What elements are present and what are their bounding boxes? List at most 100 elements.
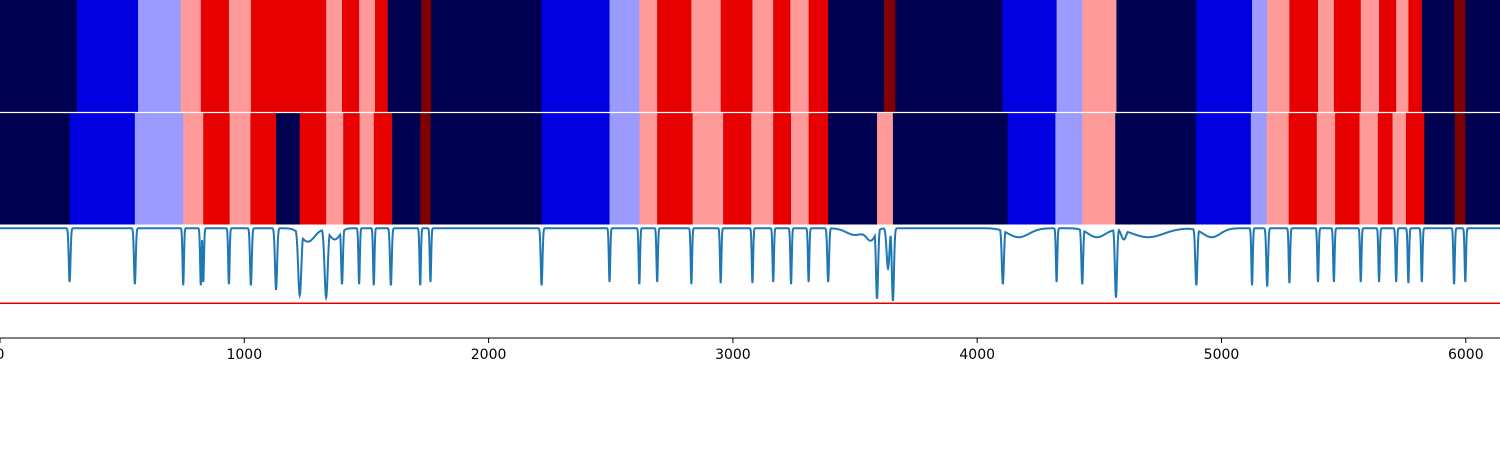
x-tick-label: 0	[0, 347, 4, 363]
segment-pink	[326, 113, 344, 225]
segment-lavender	[1055, 113, 1083, 225]
segment-navy	[1421, 0, 1455, 112]
segment-pink	[751, 113, 774, 225]
segment-red	[1405, 113, 1425, 225]
segment-blue	[541, 113, 611, 225]
segment-pink	[359, 0, 376, 112]
segment-navy	[1424, 113, 1456, 225]
x-tick-label: 3000	[715, 347, 751, 363]
segment-red	[657, 0, 692, 112]
segment-red	[1335, 113, 1361, 225]
segment-red	[723, 113, 752, 225]
segment-pink	[1267, 0, 1291, 112]
segment-red	[343, 113, 361, 225]
segment-pink	[639, 0, 658, 112]
segment-navy	[0, 113, 71, 225]
segment-darkred	[883, 0, 896, 112]
line-panel	[0, 227, 1500, 305]
segment-navy	[276, 113, 301, 225]
segment-pink	[1396, 0, 1409, 112]
segment-red	[773, 0, 791, 112]
segment-pink	[1392, 113, 1407, 225]
segment-blue	[1007, 113, 1056, 225]
segment-lavender	[1056, 0, 1083, 112]
segment-blue	[76, 0, 139, 112]
segment-pink	[229, 113, 252, 225]
segment-navy	[430, 113, 543, 225]
segment-pink	[183, 113, 204, 225]
segment-pink	[1318, 0, 1335, 112]
segment-lavender	[1250, 113, 1268, 225]
segment-red	[1379, 0, 1397, 112]
segment-navy	[387, 0, 423, 112]
segment-blue	[541, 0, 611, 112]
segment-darkred	[421, 0, 432, 112]
segment-darkred	[1454, 113, 1466, 225]
segment-pink	[180, 0, 202, 112]
segment-red	[657, 113, 694, 225]
segment-red	[808, 0, 829, 112]
segment-red	[808, 113, 829, 225]
segment-pink	[1316, 113, 1336, 225]
segment-blue	[1196, 0, 1253, 112]
segment-lavender	[1252, 0, 1268, 112]
x-tick-label: 5000	[1204, 347, 1240, 363]
segment-navy	[1116, 0, 1197, 112]
segment-lavender	[609, 0, 640, 112]
segment-navy	[392, 113, 421, 225]
segment-red	[375, 0, 389, 112]
segment-pink	[1360, 0, 1380, 112]
segment-red	[1289, 0, 1319, 112]
segment-lavender	[134, 113, 184, 225]
segment-red	[1288, 113, 1318, 225]
segment-navy	[431, 0, 542, 112]
segment-red	[250, 0, 327, 112]
segment-navy	[1465, 0, 1500, 112]
segment-red	[200, 0, 230, 112]
segment-navy	[1465, 113, 1500, 225]
x-tick-label: 1000	[226, 347, 262, 363]
segment-red	[342, 0, 360, 112]
segment-pink	[692, 113, 724, 225]
segment-red	[1377, 113, 1394, 225]
x-tick-label: 2000	[471, 347, 507, 363]
segment-pink	[791, 113, 810, 225]
x-tick-label: 6000	[1448, 347, 1484, 363]
segment-red	[720, 0, 754, 112]
segment-row-1	[0, 0, 1500, 112]
segment-pink	[326, 0, 343, 112]
segment-pink	[790, 0, 810, 112]
segment-blue	[1002, 0, 1058, 112]
segment-red	[773, 113, 792, 225]
segment-navy	[828, 0, 885, 112]
segment-pink	[1266, 113, 1290, 225]
segment-navy	[892, 113, 1009, 225]
x-tick-label: 4000	[959, 347, 995, 363]
segment-red	[1333, 0, 1362, 112]
segment-navy	[1115, 113, 1197, 225]
segment-blue	[1195, 113, 1252, 225]
segment-lavender	[609, 113, 641, 225]
x-axis-ticks: 0 1000 2000 3000 4000 5000 6000	[0, 338, 1484, 363]
segment-lavender	[138, 0, 182, 112]
segment-red	[1408, 0, 1423, 112]
segment-pink	[1082, 113, 1116, 225]
segment-darkred	[420, 113, 432, 225]
signal-line	[0, 227, 1500, 302]
segment-row-2	[0, 113, 1500, 225]
segment-pink	[691, 0, 722, 112]
segment-darkred	[1454, 0, 1466, 112]
segment-navy	[895, 0, 1003, 112]
segment-pink	[752, 0, 774, 112]
segment-red	[250, 113, 277, 225]
segment-pink	[228, 0, 252, 112]
segment-blue	[69, 113, 136, 225]
segment-navy	[0, 0, 78, 112]
segment-red	[203, 113, 231, 225]
segment-pink	[639, 113, 658, 225]
segment-pink	[359, 113, 375, 225]
segment-red	[373, 113, 393, 225]
segment-pink	[1082, 0, 1118, 112]
segment-pink	[1359, 113, 1379, 225]
